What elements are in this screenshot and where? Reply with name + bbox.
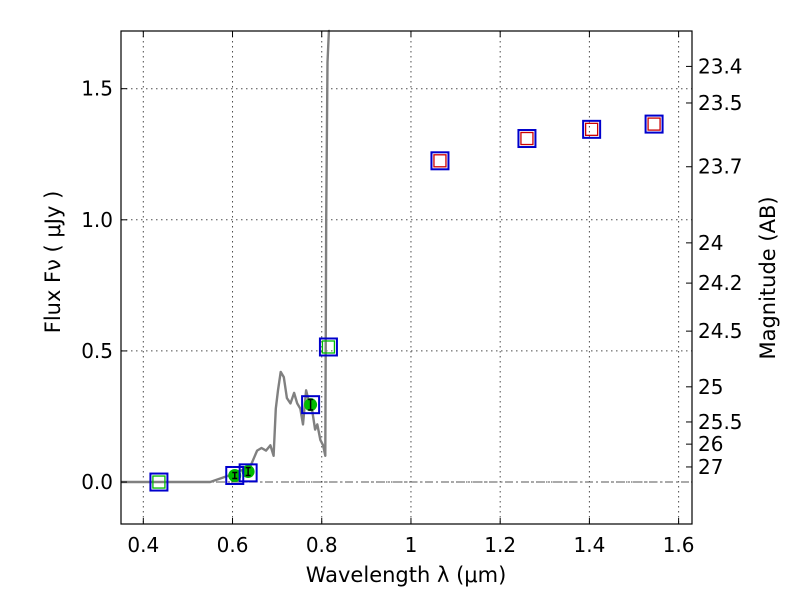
model-flux-box <box>582 119 602 139</box>
x-tick-label: 0.4 <box>127 533 159 557</box>
plot-frame <box>120 30 693 525</box>
model-flux-box <box>149 472 169 492</box>
magnitude-tick-label: 24 <box>698 231 723 255</box>
magnitude-tick-label: 23.4 <box>698 54 743 78</box>
magnitude-tick-label: 26 <box>698 432 723 456</box>
observed-flux-point <box>321 340 336 354</box>
model-flux-box <box>517 129 537 149</box>
x-tick-label: 0.6 <box>217 533 249 557</box>
magnitude-tick-label: 24.5 <box>698 319 743 343</box>
y-tick-label: 1.0 <box>81 208 113 232</box>
nir-flux-point <box>584 122 599 136</box>
model-spectrum-line <box>121 29 331 484</box>
observed-flux-point <box>152 475 166 489</box>
y-tick-label: 0.0 <box>81 470 113 494</box>
y-ticks: 0.0 0.5 1.0 1.5 <box>81 77 127 494</box>
model-flux-box <box>301 395 321 415</box>
marker-layer <box>149 114 664 492</box>
magnitude-tick-label: 23.7 <box>698 155 743 179</box>
x-tick-label: 1.6 <box>663 533 695 557</box>
model-flux-box <box>430 151 450 171</box>
nir-flux-point <box>647 117 661 131</box>
model-flux-box <box>238 463 258 483</box>
model-spectrum-layer <box>121 29 331 484</box>
x-tick-label: 1.2 <box>484 533 516 557</box>
x-axis-label: Wavelength λ (μm) <box>306 563 507 587</box>
nir-flux-point <box>433 154 447 168</box>
model-flux-box <box>225 465 245 485</box>
magnitude-tick-label: 27 <box>698 455 723 479</box>
magnitude-tick-label: 25.5 <box>698 410 743 434</box>
x-tick-label: 1 <box>405 533 418 557</box>
magnitude-tick-label: 24.2 <box>698 271 743 295</box>
y-axis-label: Flux Fν ( μJy ) <box>41 191 65 334</box>
y2-axis-label: Magnitude (AB) <box>756 196 780 359</box>
x-ticks: 0.4 0.6 0.8 1 1.2 1.4 1.6 <box>127 31 695 557</box>
y-tick-label: 0.5 <box>81 339 113 363</box>
magnitude-tick-label: 23.5 <box>698 91 743 115</box>
y-tick-label: 1.5 <box>81 77 113 101</box>
magnitude-tick-label: 25 <box>698 375 723 399</box>
model-flux-box <box>644 114 664 134</box>
x-tick-label: 0.8 <box>306 533 338 557</box>
grid-layer <box>121 31 692 524</box>
model-flux-box <box>318 337 338 357</box>
x-tick-label: 1.4 <box>573 533 605 557</box>
nir-flux-point <box>520 131 534 146</box>
